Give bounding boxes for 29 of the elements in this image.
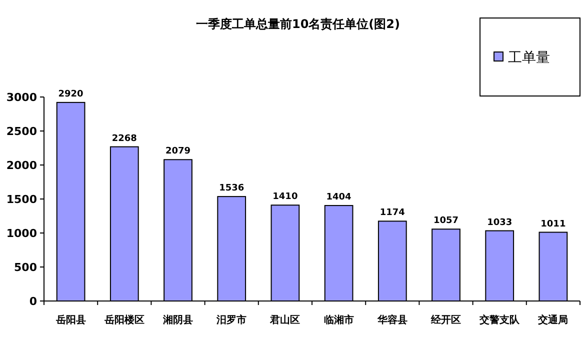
x-tick-label: 经开区 — [430, 314, 461, 326]
data-label: 2079 — [165, 146, 191, 157]
y-tick-label: 2000 — [6, 159, 38, 172]
y-tick-label: 1500 — [6, 193, 38, 206]
y-tick-label: 1000 — [6, 227, 38, 240]
x-tick-label: 临湘市 — [324, 314, 354, 326]
data-label: 1410 — [272, 192, 298, 202]
data-label: 2268 — [112, 134, 137, 144]
x-tick-label: 岳阳县 — [54, 314, 86, 326]
data-label: 1174 — [380, 208, 405, 218]
y-tick-label: 2500 — [6, 125, 38, 138]
data-label: 1011 — [540, 219, 566, 230]
y-tick-label: 0 — [29, 295, 38, 308]
y-tick-label: 500 — [14, 261, 38, 274]
x-tick-label: 汨罗市 — [216, 314, 247, 326]
x-tick-label: 交通局 — [537, 314, 568, 326]
data-label: 1057 — [433, 216, 459, 226]
y-tick-label: 3000 — [6, 91, 38, 104]
legend-label: 工单量 — [508, 50, 550, 66]
data-label: 1536 — [219, 184, 244, 194]
x-tick-label: 湘阴县 — [162, 314, 193, 326]
x-tick-label: 华容县 — [376, 314, 408, 326]
x-tick-label: 交警支队 — [478, 314, 521, 326]
data-label: 2920 — [58, 89, 84, 100]
data-label: 1404 — [326, 192, 352, 203]
data-label: 1033 — [487, 218, 512, 228]
x-tick-label: 君山区 — [269, 314, 300, 326]
chart-title: 一季度工单总量前10名责任单位(图2) — [196, 17, 400, 31]
x-tick-label: 岳阳楼区 — [103, 314, 144, 326]
